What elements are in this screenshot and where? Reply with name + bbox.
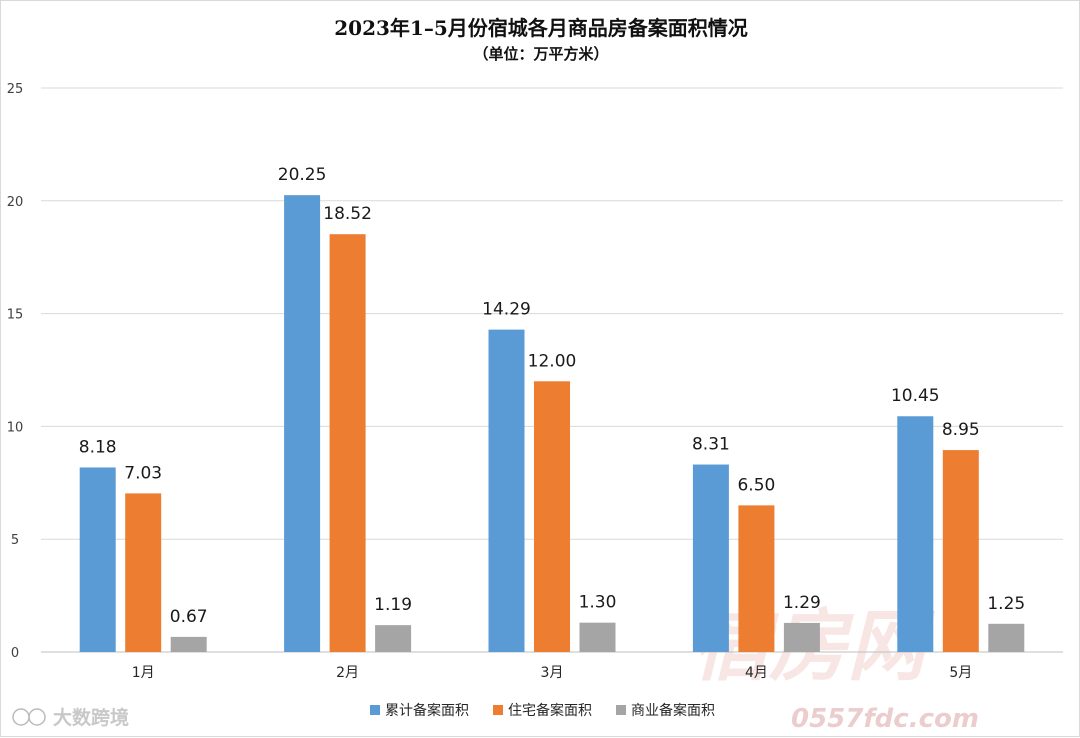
data-label: 20.25 bbox=[278, 165, 327, 185]
bar-2-3 bbox=[534, 381, 570, 652]
data-label: 14.29 bbox=[482, 300, 531, 320]
data-label: 1.19 bbox=[374, 595, 412, 615]
x-tick-label: 1月 bbox=[132, 665, 155, 681]
bar-1-3 bbox=[488, 329, 525, 652]
data-label: 1.30 bbox=[579, 593, 617, 613]
bar-3-4 bbox=[783, 622, 820, 652]
legend-label: 累计备案面积 bbox=[385, 702, 469, 719]
x-tick-label: 3月 bbox=[541, 665, 564, 681]
legend: 累计备案面积 住宅备案面积 商业备案面积 bbox=[370, 702, 715, 719]
data-label: 12.00 bbox=[528, 351, 577, 371]
watermark-icon bbox=[12, 708, 30, 726]
x-tick-label: 4月 bbox=[745, 665, 768, 681]
bar-1-2 bbox=[284, 195, 321, 652]
y-tick-label: 20 bbox=[7, 195, 24, 210]
chart-subtitle: （单位：万平方米） bbox=[473, 45, 608, 63]
watermark-bottom-right-url: 0557fdc.com bbox=[791, 704, 979, 734]
watermark-bottom-left: 大数跨境 bbox=[12, 706, 129, 729]
bars bbox=[79, 195, 1025, 653]
y-tick-label: 5 bbox=[11, 533, 19, 548]
data-label: 6.50 bbox=[737, 475, 775, 495]
bar-1-1 bbox=[79, 467, 116, 652]
data-label: 18.52 bbox=[323, 204, 372, 224]
y-tick-label: 15 bbox=[7, 308, 24, 323]
data-label: 8.31 bbox=[692, 435, 730, 455]
x-axis: 1月 2月 3月 4月 5月 bbox=[132, 665, 973, 681]
legend-swatch bbox=[370, 705, 380, 715]
bar-3-5 bbox=[988, 623, 1025, 652]
bar-2-1 bbox=[125, 493, 162, 652]
bar-3-2 bbox=[375, 625, 412, 652]
data-label: 0.67 bbox=[170, 607, 208, 627]
bar-2-4 bbox=[738, 505, 775, 652]
bar-2-2 bbox=[329, 234, 366, 653]
y-tick-label: 0 bbox=[11, 646, 19, 661]
y-tick-label: 10 bbox=[7, 420, 24, 435]
y-tick-label: 25 bbox=[7, 82, 24, 97]
chart-title: 2023年1–5月份宿城各月商品房备案面积情况 bbox=[334, 16, 748, 40]
data-labels: 8.18 7.03 0.67 20.25 18.52 1.19 14.29 12.00 1.30… bbox=[79, 165, 1025, 627]
bar-3-3 bbox=[579, 622, 616, 652]
bar-1-5 bbox=[897, 416, 934, 652]
data-label: 8.18 bbox=[79, 437, 117, 457]
data-label: 7.03 bbox=[124, 463, 162, 483]
bar-1-4 bbox=[692, 464, 729, 652]
x-tick-label: 2月 bbox=[336, 665, 359, 681]
data-label: 1.29 bbox=[783, 593, 821, 613]
x-tick-label: 5月 bbox=[949, 665, 972, 681]
legend-swatch bbox=[493, 705, 503, 715]
data-label: 8.95 bbox=[942, 420, 980, 440]
bar-3-1 bbox=[170, 636, 207, 652]
data-label: 10.45 bbox=[891, 386, 940, 406]
watermark-bottom-left-text: 大数跨境 bbox=[53, 706, 129, 729]
legend-label: 住宅备案面积 bbox=[508, 702, 592, 719]
bar-2-5 bbox=[942, 450, 979, 652]
data-label: 1.25 bbox=[987, 594, 1025, 614]
legend-swatch bbox=[616, 705, 626, 715]
legend-label: 商业备案面积 bbox=[631, 702, 715, 719]
y-axis: 0 5 10 15 20 25 bbox=[7, 82, 24, 661]
